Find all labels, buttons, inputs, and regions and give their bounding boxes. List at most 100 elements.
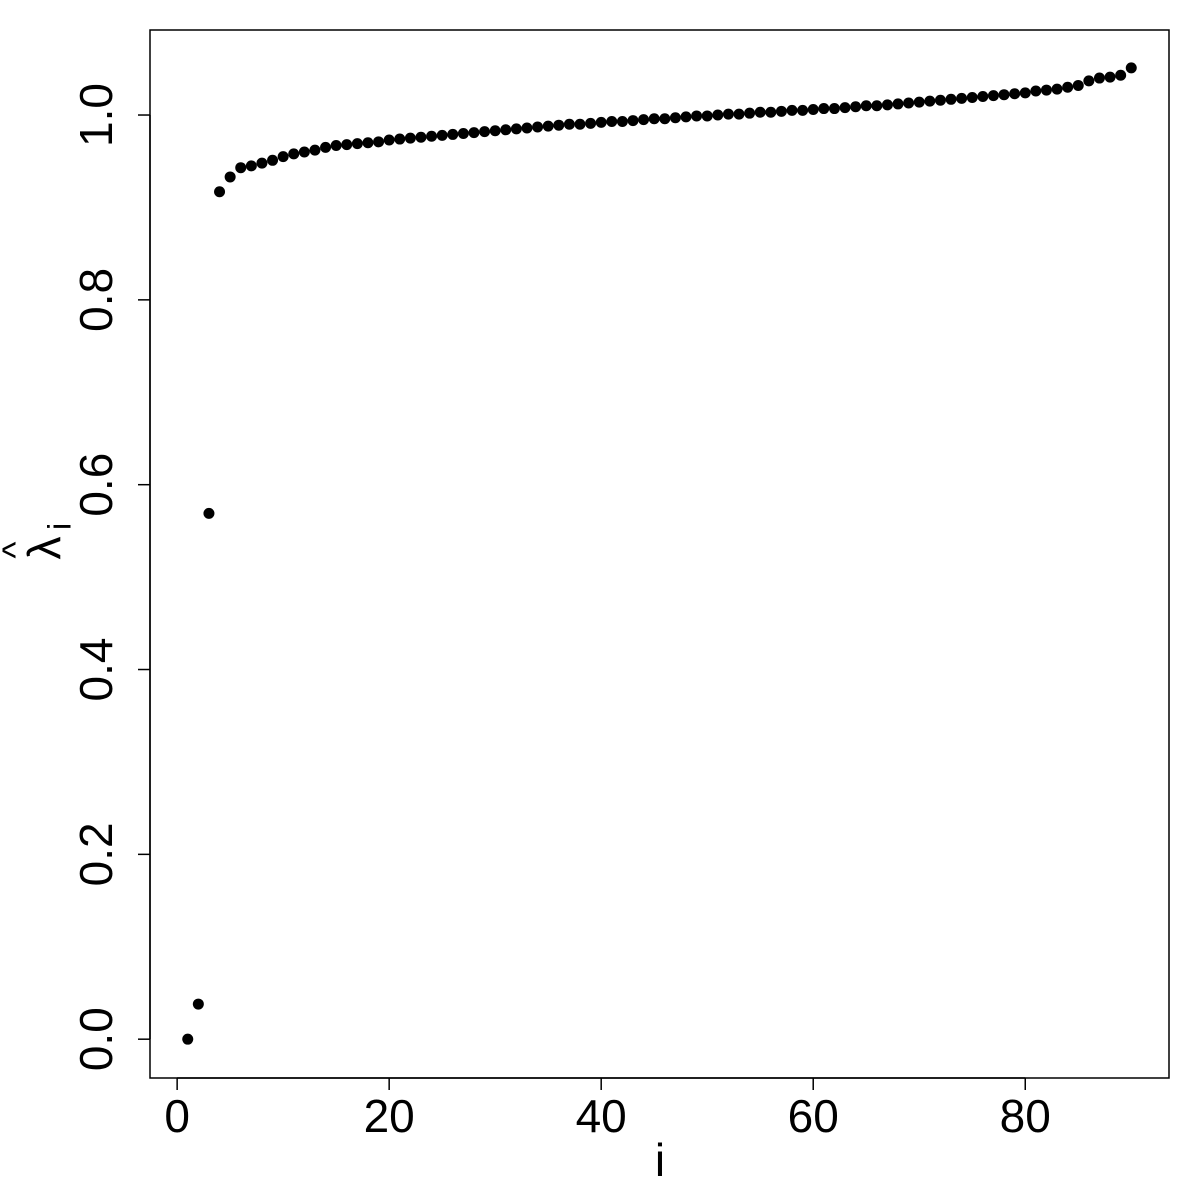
point — [1072, 79, 1084, 91]
point — [1030, 85, 1042, 97]
point — [574, 118, 586, 130]
point — [881, 99, 893, 111]
point — [245, 160, 257, 172]
x-tick-label: 20 — [364, 1090, 415, 1142]
x-tick-label: 40 — [576, 1090, 627, 1142]
point — [224, 171, 236, 183]
x-axis-label: i — [655, 1134, 665, 1186]
point — [659, 113, 671, 125]
point — [500, 124, 512, 136]
point — [754, 106, 766, 118]
point — [892, 98, 904, 110]
point — [1009, 88, 1021, 100]
point — [309, 144, 321, 156]
point — [733, 108, 745, 120]
point — [998, 89, 1010, 101]
point — [1062, 81, 1074, 93]
point — [373, 136, 385, 148]
point — [532, 121, 544, 133]
point — [426, 130, 438, 142]
point — [1040, 84, 1052, 96]
point — [214, 186, 226, 198]
point — [553, 119, 565, 131]
point — [775, 105, 787, 117]
point — [924, 95, 936, 107]
point — [468, 127, 480, 139]
point — [956, 92, 968, 104]
point — [521, 122, 533, 134]
point — [860, 100, 872, 112]
point — [1115, 69, 1127, 81]
point — [320, 141, 332, 153]
x-tick-label: 0 — [164, 1090, 190, 1142]
y-axis-label: λ ^ i — [0, 523, 77, 560]
point — [648, 113, 660, 125]
point — [510, 123, 522, 135]
point — [383, 134, 395, 146]
point — [203, 507, 215, 519]
point — [850, 101, 862, 113]
point — [479, 126, 491, 138]
point — [1051, 83, 1063, 95]
point — [542, 120, 554, 132]
point — [616, 115, 628, 127]
point — [489, 125, 501, 137]
point — [1019, 87, 1031, 99]
y-tick-label: 1.0 — [70, 83, 122, 147]
point — [744, 107, 756, 119]
y-tick-label: 0.0 — [70, 1007, 122, 1071]
point — [797, 104, 809, 116]
point — [415, 131, 427, 143]
y-tick-label: 0.8 — [70, 268, 122, 332]
point — [288, 148, 300, 160]
point — [627, 115, 639, 127]
point — [1093, 72, 1105, 84]
point — [903, 97, 915, 109]
y-tick-label: 0.2 — [70, 822, 122, 886]
point — [362, 137, 374, 149]
y-label-symbol: λ — [18, 537, 70, 560]
point — [765, 106, 777, 118]
point — [436, 129, 448, 141]
point — [606, 115, 618, 127]
point — [457, 128, 469, 140]
point — [828, 103, 840, 115]
point — [691, 110, 703, 122]
point — [267, 154, 279, 166]
point — [977, 91, 989, 103]
point — [1125, 62, 1137, 74]
point — [1083, 75, 1095, 87]
point — [987, 90, 999, 102]
y-label-subscript: i — [41, 523, 77, 530]
point — [256, 157, 268, 169]
point — [394, 133, 406, 145]
point — [913, 96, 925, 108]
point — [298, 146, 310, 158]
point — [563, 118, 575, 130]
x-tick-label: 60 — [788, 1090, 839, 1142]
point — [807, 103, 819, 115]
point — [669, 112, 681, 124]
plot-frame — [149, 29, 1170, 1079]
point — [585, 117, 597, 129]
point — [447, 128, 459, 140]
point — [680, 111, 692, 123]
point — [701, 110, 713, 122]
point — [786, 104, 798, 116]
x-tick-label: 80 — [1000, 1090, 1051, 1142]
point — [839, 102, 851, 114]
point — [871, 100, 883, 112]
point — [712, 109, 724, 121]
point — [192, 998, 204, 1010]
point — [818, 103, 830, 115]
point — [722, 108, 734, 120]
point — [934, 94, 946, 106]
point — [945, 93, 957, 105]
point — [595, 116, 607, 128]
y-tick-label: 0.4 — [70, 638, 122, 702]
point — [235, 162, 247, 174]
point — [277, 151, 289, 163]
point — [341, 139, 353, 151]
point — [638, 114, 650, 126]
